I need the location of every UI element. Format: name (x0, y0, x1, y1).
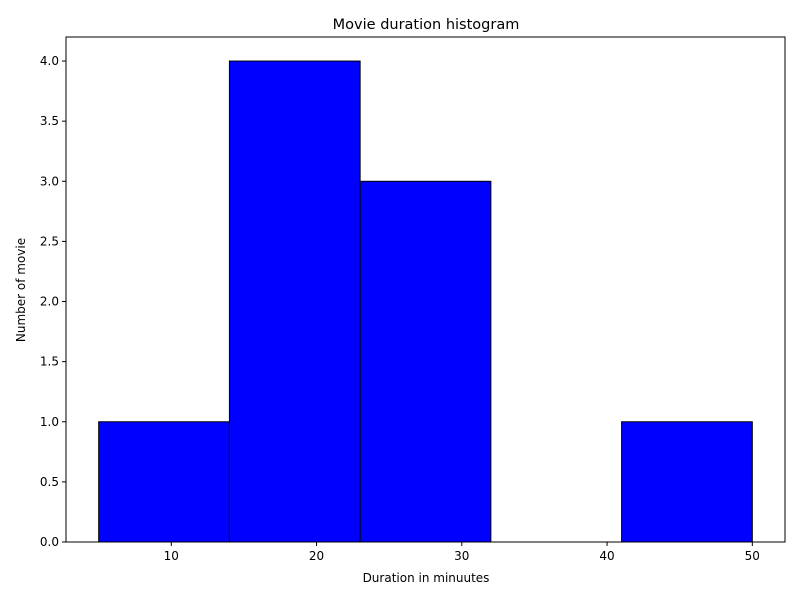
y-tick-label: 4.0 (40, 54, 59, 68)
bars-group (98, 60, 753, 543)
y-tick-label: 1.5 (40, 355, 59, 369)
y-axis-label: Number of movie (14, 238, 28, 342)
y-tick-label: 1.0 (40, 415, 59, 429)
x-tick-label: 50 (745, 549, 760, 563)
histogram-bar-4 (621, 421, 753, 543)
x-tick-label: 10 (164, 549, 179, 563)
y-tick-label: 3.0 (40, 174, 59, 188)
histogram-bar-1 (228, 60, 361, 543)
histogram-bar-0 (98, 421, 230, 543)
histogram-bar-2 (359, 180, 492, 543)
x-axis-label: Duration in minuutes (363, 571, 490, 585)
y-tick-label: 0.0 (40, 535, 59, 549)
chart-title: Movie duration histogram (333, 17, 520, 33)
y-tick-label: 3.5 (40, 114, 59, 128)
y-axis: 0.0 0.5 1.0 1.5 2.0 2.5 3.0 3.5 4.0 (40, 54, 66, 549)
plot-frame (65, 36, 786, 543)
x-tick-label: 40 (599, 549, 614, 563)
x-tick-label: 20 (309, 549, 324, 563)
y-tick-label: 2.0 (40, 295, 59, 309)
x-tick-label: 30 (454, 549, 469, 563)
x-axis: 10 20 30 40 50 (164, 542, 760, 563)
y-tick-label: 0.5 (40, 475, 59, 489)
y-tick-label: 2.5 (40, 234, 59, 248)
